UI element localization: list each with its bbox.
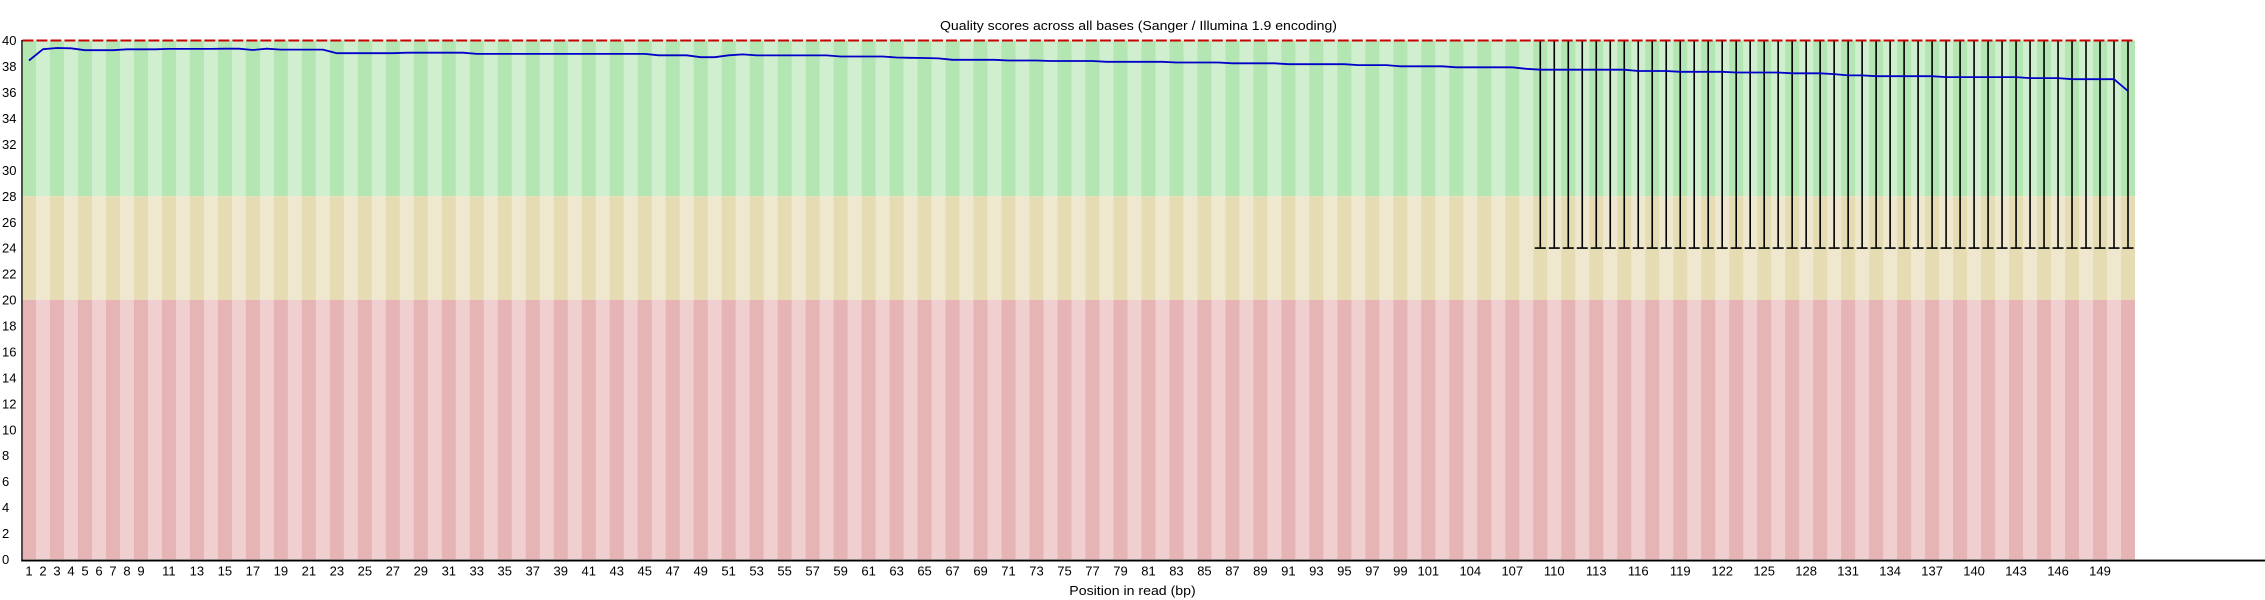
svg-text:91: 91 — [1281, 564, 1295, 579]
svg-text:77: 77 — [1085, 564, 1099, 579]
svg-text:79: 79 — [1113, 564, 1127, 579]
svg-text:24: 24 — [2, 241, 16, 256]
svg-text:1: 1 — [25, 564, 32, 579]
svg-text:21: 21 — [302, 564, 316, 579]
svg-text:7: 7 — [109, 564, 116, 579]
svg-text:85: 85 — [1197, 564, 1211, 579]
svg-text:125: 125 — [1753, 564, 1775, 579]
svg-text:134: 134 — [1879, 564, 1901, 579]
svg-text:15: 15 — [218, 564, 232, 579]
svg-text:12: 12 — [2, 396, 16, 411]
svg-text:87: 87 — [1225, 564, 1239, 579]
svg-text:32: 32 — [2, 137, 16, 152]
svg-text:36: 36 — [2, 85, 16, 100]
svg-text:63: 63 — [889, 564, 903, 579]
svg-text:29: 29 — [414, 564, 428, 579]
svg-text:19: 19 — [274, 564, 288, 579]
svg-text:6: 6 — [95, 564, 102, 579]
svg-text:95: 95 — [1337, 564, 1351, 579]
svg-text:107: 107 — [1501, 564, 1523, 579]
svg-text:3: 3 — [53, 564, 60, 579]
svg-text:137: 137 — [1921, 564, 1943, 579]
svg-text:9: 9 — [137, 564, 144, 579]
svg-text:Quality scores across all base: Quality scores across all bases (Sanger … — [940, 18, 1337, 33]
svg-text:45: 45 — [637, 564, 651, 579]
svg-text:113: 113 — [1586, 564, 1607, 579]
svg-text:14: 14 — [2, 370, 16, 385]
svg-text:89: 89 — [1253, 564, 1267, 579]
svg-text:128: 128 — [1795, 564, 1817, 579]
svg-text:4: 4 — [2, 500, 9, 515]
svg-text:55: 55 — [777, 564, 791, 579]
svg-text:22: 22 — [2, 267, 16, 282]
svg-text:143: 143 — [2005, 564, 2027, 579]
svg-text:116: 116 — [1628, 564, 1649, 579]
svg-text:4: 4 — [67, 564, 74, 579]
svg-text:2: 2 — [2, 526, 9, 541]
svg-text:101: 101 — [1417, 564, 1439, 579]
svg-text:146: 146 — [2047, 564, 2069, 579]
svg-text:61: 61 — [861, 564, 875, 579]
svg-text:71: 71 — [1001, 564, 1015, 579]
svg-text:33: 33 — [470, 564, 484, 579]
svg-text:49: 49 — [693, 564, 707, 579]
svg-text:35: 35 — [498, 564, 512, 579]
svg-text:51: 51 — [721, 564, 735, 579]
svg-text:53: 53 — [749, 564, 763, 579]
svg-text:23: 23 — [330, 564, 344, 579]
svg-text:20: 20 — [2, 293, 16, 308]
svg-text:13: 13 — [190, 564, 204, 579]
svg-text:83: 83 — [1169, 564, 1183, 579]
svg-text:5: 5 — [81, 564, 88, 579]
svg-text:57: 57 — [805, 564, 819, 579]
svg-text:31: 31 — [442, 564, 456, 579]
svg-text:6: 6 — [2, 474, 9, 489]
svg-text:25: 25 — [358, 564, 372, 579]
svg-text:81: 81 — [1141, 564, 1155, 579]
svg-text:140: 140 — [1963, 564, 1985, 579]
svg-text:69: 69 — [973, 564, 987, 579]
svg-text:122: 122 — [1711, 564, 1733, 579]
svg-text:104: 104 — [1459, 564, 1481, 579]
svg-text:27: 27 — [386, 564, 400, 579]
svg-text:59: 59 — [833, 564, 847, 579]
svg-text:18: 18 — [2, 319, 16, 334]
svg-text:37: 37 — [526, 564, 540, 579]
svg-text:99: 99 — [1393, 564, 1407, 579]
svg-text:67: 67 — [945, 564, 959, 579]
svg-text:17: 17 — [246, 564, 260, 579]
svg-text:73: 73 — [1029, 564, 1043, 579]
svg-text:110: 110 — [1544, 564, 1565, 579]
svg-text:75: 75 — [1057, 564, 1071, 579]
svg-text:10: 10 — [2, 422, 16, 437]
svg-text:Position in read (bp): Position in read (bp) — [1069, 583, 1195, 598]
svg-text:93: 93 — [1309, 564, 1323, 579]
svg-text:16: 16 — [2, 344, 16, 359]
svg-text:30: 30 — [2, 163, 16, 178]
svg-text:28: 28 — [2, 189, 16, 204]
svg-text:2: 2 — [39, 564, 46, 579]
svg-text:119: 119 — [1670, 564, 1691, 579]
svg-text:8: 8 — [123, 564, 130, 579]
svg-text:0: 0 — [2, 552, 9, 567]
svg-text:131: 131 — [1837, 564, 1859, 579]
svg-text:47: 47 — [665, 564, 679, 579]
svg-text:26: 26 — [2, 215, 16, 230]
svg-text:149: 149 — [2089, 564, 2111, 579]
svg-text:34: 34 — [2, 111, 16, 126]
svg-text:38: 38 — [2, 59, 16, 74]
svg-text:41: 41 — [581, 564, 595, 579]
svg-text:11: 11 — [162, 564, 176, 579]
svg-text:40: 40 — [2, 33, 16, 48]
svg-text:43: 43 — [609, 564, 623, 579]
svg-text:39: 39 — [554, 564, 568, 579]
svg-text:97: 97 — [1365, 564, 1379, 579]
svg-text:65: 65 — [917, 564, 931, 579]
svg-text:8: 8 — [2, 448, 9, 463]
